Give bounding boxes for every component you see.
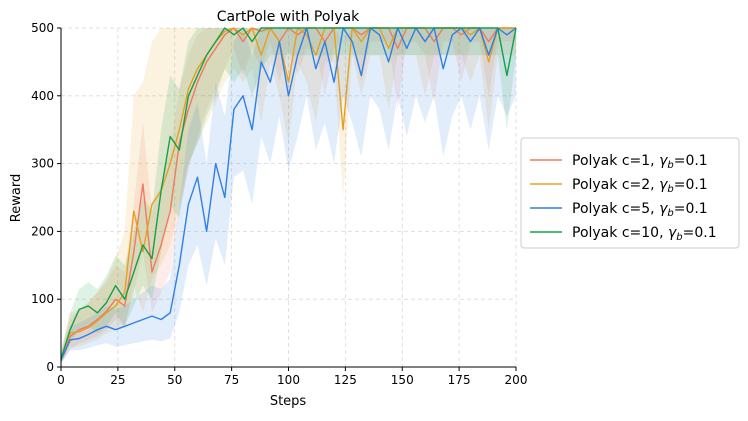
legend-label: Polyak c=1, γb=0.1 bbox=[572, 153, 708, 171]
series-line bbox=[60, 27, 517, 361]
x-tick-label: 0 bbox=[57, 373, 65, 387]
y-tick-label: 400 bbox=[31, 89, 54, 103]
x-tick-label: 75 bbox=[224, 373, 239, 387]
chart-title: CartPole with Polyak bbox=[217, 9, 360, 25]
legend-label: Polyak c=5, γb=0.1 bbox=[572, 201, 708, 219]
y-axis-label: Reward bbox=[9, 174, 24, 222]
series-band bbox=[61, 28, 516, 364]
series-band bbox=[61, 28, 516, 364]
series-lines bbox=[60, 27, 517, 361]
y-tick-label: 200 bbox=[31, 224, 54, 238]
x-tick-label: 150 bbox=[391, 373, 414, 387]
x-tick-label: 125 bbox=[334, 373, 357, 387]
legend-box bbox=[520, 137, 740, 249]
y-tick-label: 100 bbox=[31, 292, 54, 306]
x-axis-label: Steps bbox=[270, 394, 307, 409]
legend: Polyak c=1, γb=0.1 Polyak c=2, γb=0.1 Poly… bbox=[520, 137, 740, 249]
x-tick-label: 200 bbox=[505, 373, 528, 387]
series-bands bbox=[61, 28, 516, 364]
x-tick-label: 50 bbox=[167, 373, 182, 387]
legend-entries: Polyak c=1, γb=0.1 Polyak c=2, γb=0.1 Poly… bbox=[530, 153, 717, 243]
y-tick-label: 300 bbox=[31, 157, 54, 171]
x-tick-label: 25 bbox=[110, 373, 125, 387]
legend-label: Polyak c=10, γb=0.1 bbox=[572, 225, 717, 243]
y-tick-label: 500 bbox=[31, 21, 54, 35]
series-line bbox=[60, 27, 517, 360]
axes: 0 25 50 75 100 125 150 175 200 0 100 200 300 400 500 bbox=[31, 21, 527, 387]
series-band bbox=[61, 28, 516, 364]
x-tick-label: 175 bbox=[448, 373, 471, 387]
y-tick-label: 0 bbox=[46, 360, 54, 374]
legend-label: Polyak c=2, γb=0.1 bbox=[572, 177, 708, 195]
x-tick-label: 100 bbox=[277, 373, 300, 387]
